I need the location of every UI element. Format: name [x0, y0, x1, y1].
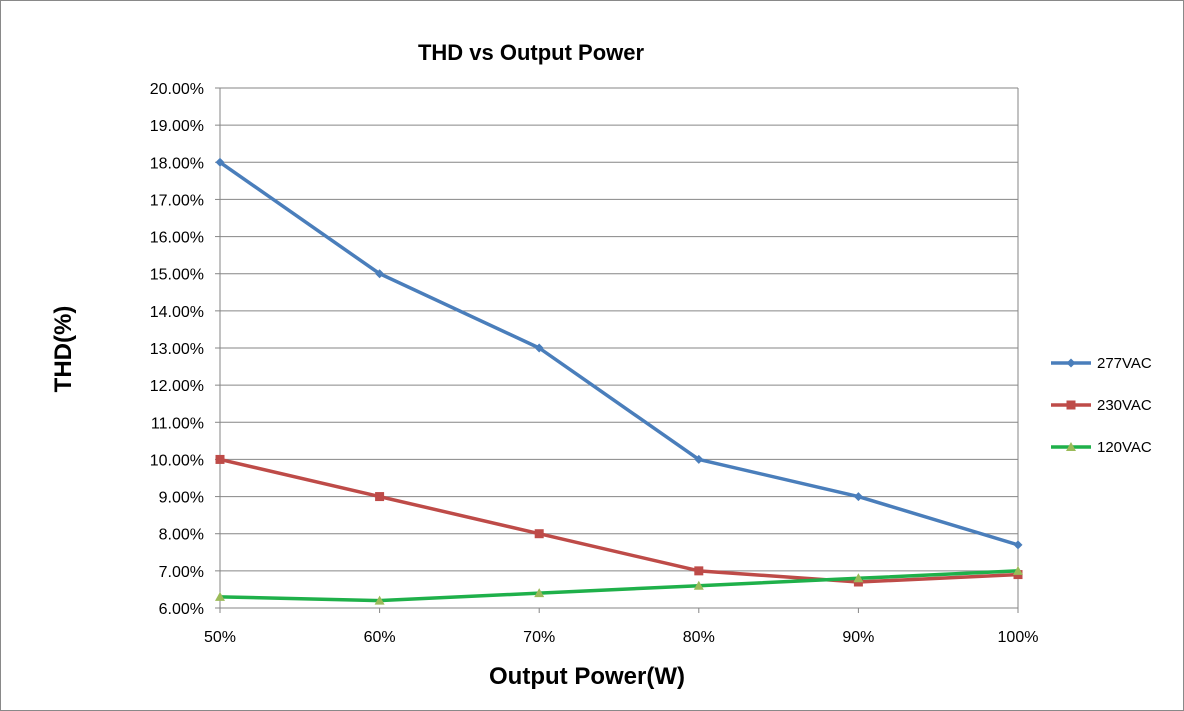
x-tick-label: 50% [204, 629, 236, 646]
series-230vac [215, 454, 1023, 587]
data-point-120vac [693, 580, 704, 590]
data-point-230vac [694, 566, 704, 576]
legend-marker [1066, 358, 1076, 368]
x-tick-label: 70% [523, 629, 555, 646]
y-tick-label: 6.00% [159, 601, 204, 618]
y-tick-label: 11.00% [151, 415, 204, 432]
series-277vac [215, 157, 1023, 550]
series-line-120vac [219, 569, 1019, 603]
y-tick-label: 19.00% [150, 118, 204, 135]
y-tick-label: 12.00% [150, 378, 204, 395]
data-point-230vac [375, 492, 385, 502]
data-point-120vac [215, 591, 225, 601]
x-tick-label: 80% [683, 629, 715, 646]
data-point-277vac [1013, 540, 1023, 550]
series-120vac [215, 565, 1023, 605]
legend-item-230vac: 230VAC [1051, 397, 1152, 414]
x-axis-label: Output Power(W) [489, 663, 685, 690]
data-point-120vac [374, 595, 385, 605]
legend: 277VAC 230VAC 120VAC [1051, 355, 1152, 456]
series-line-277vac [218, 160, 1019, 547]
y-tick-label: 20.00% [150, 81, 204, 98]
data-point-277vac [853, 492, 863, 502]
y-tick-label: 10.00% [150, 452, 204, 469]
data-point-120vac [1013, 565, 1023, 575]
y-tick-label: 17.00% [150, 192, 204, 209]
y-axis-label: THD(%) [50, 306, 77, 393]
data-point-230vac [534, 529, 544, 539]
legend-label: 277VAC [1097, 355, 1152, 372]
data-point-277vac [215, 157, 225, 167]
y-tick-labels: 6.00% 7.00% 8.00% 9.00% 10.00% 11.00% 12.00% 13… [150, 81, 204, 618]
legend-item-120vac: 120VAC [1051, 439, 1152, 456]
y-tick-label: 18.00% [150, 155, 204, 172]
x-tick-label: 90% [842, 629, 874, 646]
y-tick-label: 15.00% [150, 267, 204, 284]
y-tick-label: 16.00% [150, 230, 204, 247]
x-tick-label: 100% [998, 629, 1039, 646]
data-point-277vac [534, 343, 544, 353]
legend-marker [1066, 442, 1076, 451]
data-point-120vac [534, 588, 545, 598]
legend-item-277vac: 277VAC [1051, 355, 1152, 372]
x-tick-label: 60% [364, 629, 396, 646]
y-tick-label: 14.00% [150, 304, 204, 321]
data-point-277vac [375, 269, 385, 279]
x-tick-labels: 50% 60% 70% 80% 90% 100% [204, 629, 1038, 646]
y-tick-label: 8.00% [159, 527, 204, 544]
data-point-230vac [215, 454, 225, 464]
data-point-277vac [694, 454, 704, 464]
axes [215, 87, 1019, 613]
data-point-120vac [853, 573, 864, 583]
series-lines [215, 157, 1023, 605]
chart-title: THD vs Output Power [418, 40, 645, 65]
y-tick-label: 9.00% [159, 490, 204, 507]
series-line-230vac [219, 457, 1019, 584]
legend-label: 230VAC [1097, 397, 1152, 414]
legend-label: 120VAC [1097, 439, 1152, 456]
y-tick-label: 7.00% [159, 564, 204, 581]
grid-lines [220, 87, 1018, 572]
legend-marker [1066, 400, 1076, 410]
y-tick-label: 13.00% [150, 341, 204, 358]
